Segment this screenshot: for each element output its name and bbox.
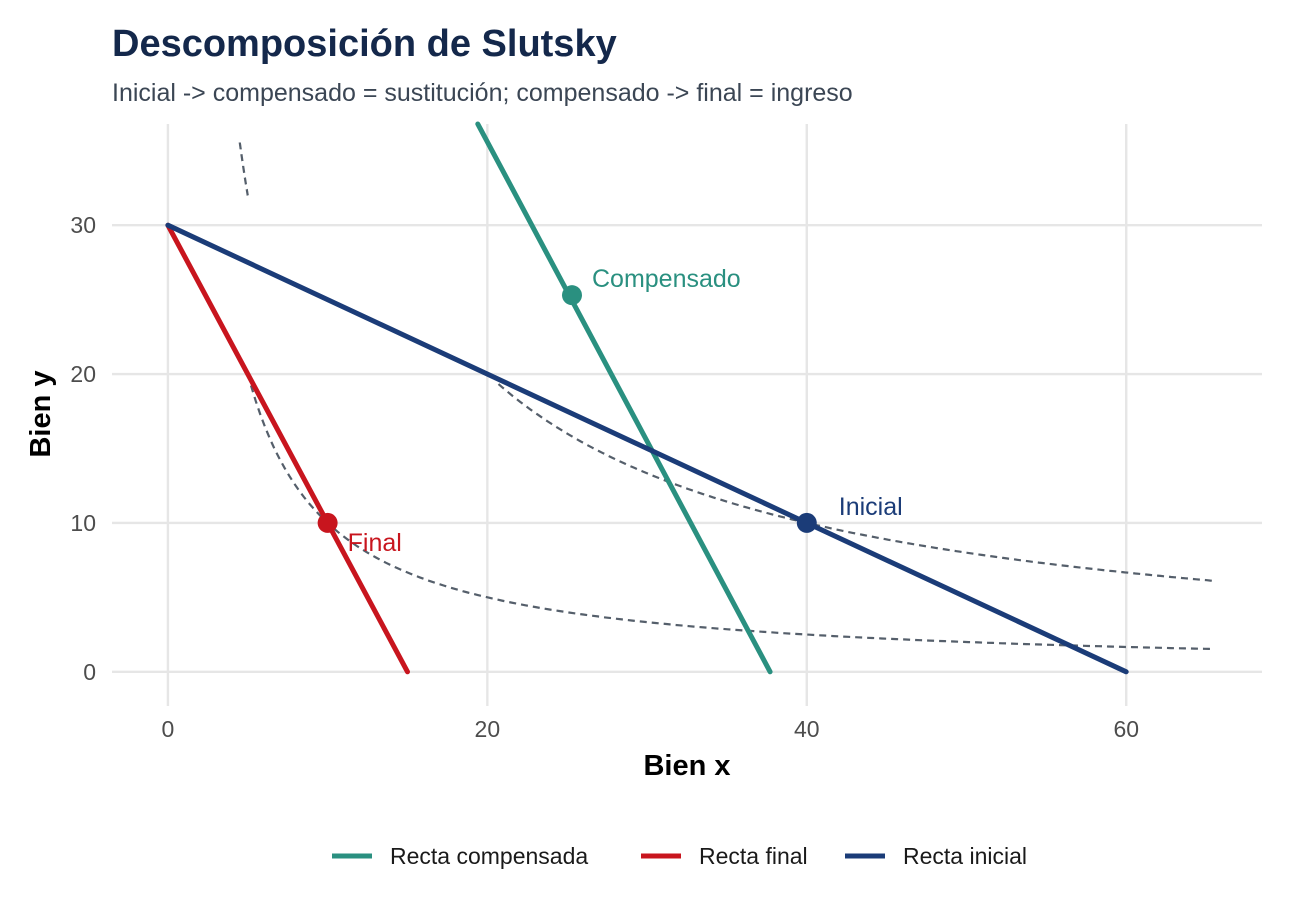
y-tick-label: 30 bbox=[70, 212, 96, 238]
chart-title: Descomposición de Slutsky bbox=[112, 23, 617, 65]
x-tick-label: 60 bbox=[1113, 716, 1139, 742]
line-recta-final bbox=[165, 222, 410, 675]
x-axis-title: Bien x bbox=[643, 750, 730, 782]
y-axis-title: Bien y bbox=[25, 370, 57, 457]
point-inicial bbox=[796, 512, 817, 533]
legend-label: Recta compensada bbox=[390, 843, 588, 869]
grid bbox=[112, 124, 1262, 706]
point-label-compensado: Compensado bbox=[592, 265, 741, 293]
x-tick-label: 0 bbox=[162, 716, 175, 742]
points: Compensado Final Inicial bbox=[317, 265, 903, 557]
legend-label: Recta final bbox=[699, 843, 808, 869]
indifference-curve bbox=[238, 142, 249, 196]
point-compensado bbox=[562, 285, 582, 306]
chart-subtitle: Inicial -> compensado = sustitución; com… bbox=[112, 79, 853, 107]
point-label-inicial: Inicial bbox=[839, 493, 903, 521]
indifference-curve bbox=[249, 385, 1215, 651]
point-final bbox=[317, 512, 338, 533]
y-tick-label: 20 bbox=[70, 361, 96, 387]
legend-label: Recta inicial bbox=[903, 843, 1027, 869]
tick-labels: 0 20 40 60 0 10 20 30 bbox=[70, 212, 1139, 742]
indifference-curves bbox=[238, 142, 1215, 651]
y-tick-label: 10 bbox=[70, 510, 96, 536]
point-label-final: Final bbox=[348, 529, 402, 557]
x-tick-label: 40 bbox=[794, 716, 820, 742]
budget-lines bbox=[165, 121, 1129, 675]
indifference-curve bbox=[497, 383, 1215, 582]
line-recta-compensada bbox=[475, 121, 773, 675]
legend: Recta compensada Recta final Recta inicial bbox=[332, 843, 1027, 869]
x-tick-label: 20 bbox=[475, 716, 501, 742]
line-recta-inicial bbox=[165, 222, 1129, 675]
y-tick-label: 0 bbox=[83, 659, 96, 685]
